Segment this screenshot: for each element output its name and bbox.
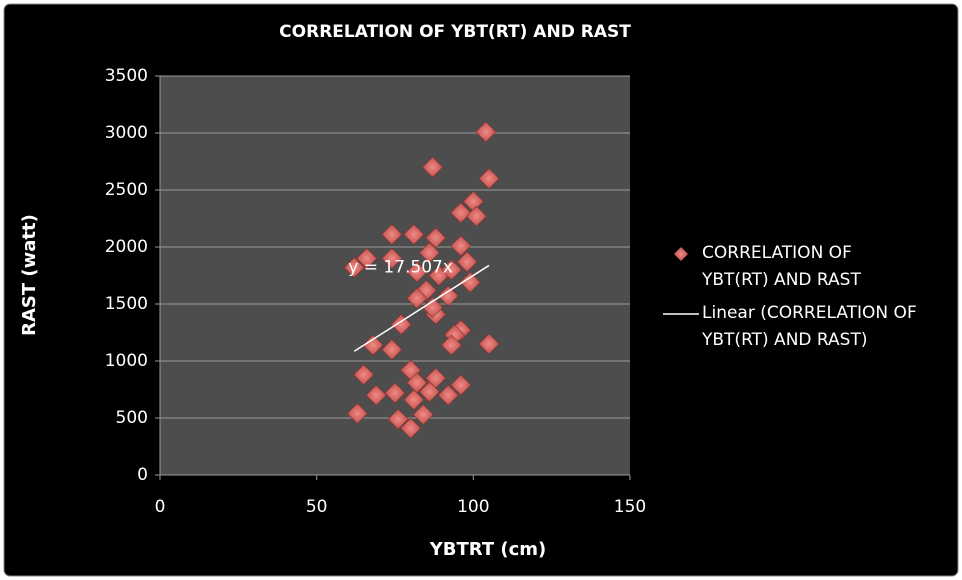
point xyxy=(422,156,444,178)
x-tick-label: 100 xyxy=(457,497,489,517)
point xyxy=(381,247,403,269)
legend: CORRELATION OF YBT(RT) AND RAST Linear (… xyxy=(663,240,917,354)
legend-marker xyxy=(674,247,688,261)
y-tick-label: 0 xyxy=(137,465,148,485)
trendline xyxy=(353,264,490,352)
point xyxy=(440,259,462,281)
x-tick-label: 150 xyxy=(614,497,646,517)
point xyxy=(456,251,478,273)
point xyxy=(403,224,425,245)
point xyxy=(381,339,403,361)
point xyxy=(440,334,462,356)
point xyxy=(475,121,497,143)
chart-title: CORRELATION OF YBT(RT) AND RAST xyxy=(279,22,631,42)
y-tick-label: 1000 xyxy=(105,351,148,371)
y-tick-label: 2000 xyxy=(105,237,148,257)
point xyxy=(406,261,428,283)
point xyxy=(422,296,444,318)
point xyxy=(419,381,440,403)
point xyxy=(412,404,434,426)
legend-diamond xyxy=(674,247,688,261)
point xyxy=(387,408,409,430)
point xyxy=(466,205,487,227)
point xyxy=(365,384,387,406)
y-tick-label: 500 xyxy=(116,408,148,428)
point xyxy=(437,285,459,307)
point xyxy=(403,389,425,411)
point xyxy=(425,227,447,249)
point xyxy=(478,333,500,355)
trendline-label: y = 17.507x xyxy=(348,257,453,277)
point xyxy=(362,334,384,356)
point xyxy=(406,287,428,309)
point xyxy=(419,242,440,264)
plot-area xyxy=(160,76,630,475)
x-axis-label: YBTRT (cm) xyxy=(429,539,547,560)
legend-label: Linear (CORRELATION OF YBT(RT) AND RAST) xyxy=(702,303,917,350)
y-tick-label: 3000 xyxy=(105,123,148,143)
point xyxy=(356,247,378,269)
point xyxy=(343,257,365,278)
legend-line xyxy=(663,313,699,315)
point xyxy=(415,279,437,301)
point xyxy=(437,384,459,406)
y-tick-label: 1500 xyxy=(105,294,148,314)
point xyxy=(384,382,406,404)
x-tick-label: 0 xyxy=(155,497,166,517)
point xyxy=(450,374,472,396)
legend-entry: Linear (CORRELATION OF YBT(RT) AND RAST) xyxy=(663,300,962,354)
point xyxy=(450,235,472,257)
y-tick-label: 3500 xyxy=(105,66,148,86)
point xyxy=(400,417,422,439)
x-tick-label: 50 xyxy=(306,497,328,517)
legend-label: CORRELATION OF YBT(RT) AND RAST xyxy=(702,243,861,290)
point xyxy=(450,202,472,224)
point xyxy=(459,271,481,293)
y-tick-label: 2500 xyxy=(105,180,148,200)
point xyxy=(390,314,412,335)
point xyxy=(353,364,375,386)
y-axis-label: RAST (watt) xyxy=(19,214,40,336)
legend-entry: CORRELATION OF YBT(RT) AND RAST xyxy=(667,240,877,294)
point xyxy=(381,224,403,245)
point xyxy=(478,168,500,190)
point xyxy=(346,403,368,424)
